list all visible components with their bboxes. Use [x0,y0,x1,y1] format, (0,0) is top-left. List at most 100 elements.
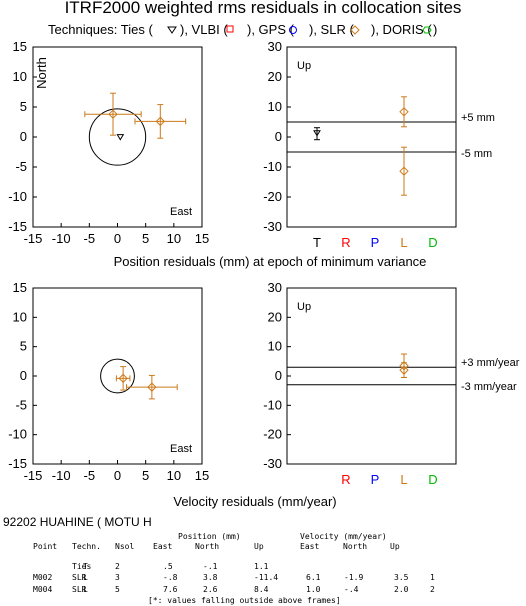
legend-ties-text: Techniques: Ties ( [48,22,153,37]
limit-label: -5 mm [461,148,492,160]
data-point-slr [399,107,409,117]
table-cell: M004 [33,585,52,594]
y-tick-label: 5 [20,339,27,354]
table-cell: 2 [430,585,435,594]
position-up-panel: -30 -20 -10 0 10 20 30 Up +5 mm -5 mm T R P L D [263,39,495,250]
y-tick-label: 5 [20,99,27,114]
table-cell: 1 [430,573,435,582]
table-cell: SLR [72,573,87,582]
x-tick-label: -5 [84,231,96,246]
x-tick-label: 0 [114,231,121,246]
y-tick-label: 15 [13,39,27,54]
doris-hexagon-icon [422,26,432,34]
tech-letter-r: R [341,235,350,250]
limit-label: -3 mm/year [461,381,517,393]
y-tick-label: 10 [13,69,27,84]
technique-legend: Techniques: Ties ( ), VLBI ( ), GPS ( ),… [48,22,437,37]
y-tick-label: -20 [263,427,282,442]
legend-end-text: ) [433,22,437,37]
table-cell: -1.9 [344,573,363,582]
plot-frame [286,287,457,465]
figure-title: ITRF2000 weighted rms residuals in collo… [65,0,462,17]
table-footnote: [*: values falling outside above frames] [148,596,341,605]
plot-frame [286,46,457,228]
tolerance-circle [88,108,147,166]
y-tick-label: 20 [268,69,282,84]
y-tick-label: -15 [8,456,27,471]
y-tick-label: -5 [15,159,27,174]
x-tick-label: 10 [167,468,181,483]
limit-label: +3 mm/year [461,357,520,369]
residuals-table: Position (mm) Velocity (mm/year) Point T… [33,532,435,605]
table-cell: L [83,585,88,594]
tech-letter-p: P [371,235,380,250]
table-cell: 2.6 [203,585,218,594]
y-tick-label: 0 [275,129,282,144]
y-tick-label: -30 [263,219,282,234]
tech-letter-d: D [428,235,437,250]
table-cell: 1.0 [306,585,321,594]
slr-diamond-icon [350,25,360,35]
x-tick-label: 15 [195,468,209,483]
header-vel-east: East [300,542,319,551]
y-tick-label: 0 [275,368,282,383]
velocity-axis-label: Velocity residuals (mm/year) [173,494,336,509]
table-cell: L [83,573,88,582]
plot-frame [32,46,203,228]
table-cell: 3.8 [203,573,218,582]
data-point-ties [116,134,125,141]
legend-vlbi-text: ), VLBI ( [180,22,228,37]
north-axis-label: North [34,57,49,89]
x-tick-label: 15 [195,231,209,246]
table-cell: T [83,562,88,571]
y-tick-label: 15 [13,280,27,295]
velocity-group-header: Velocity (mm/year) [300,532,387,541]
y-tick-label: 10 [268,99,282,114]
tech-letter-p: P [371,472,380,487]
y-tick-label: -5 [15,397,27,412]
x-tick-label: 5 [142,468,149,483]
tolerance-circle [100,358,135,394]
table-cell: -.4 [344,585,359,594]
tech-letter-r: R [341,472,350,487]
data-point-ties [313,130,321,137]
header-pos-north: North [195,542,219,551]
plot-frame [32,287,203,465]
y-tick-label: -10 [8,189,27,204]
legend-gps-text: ), GPS ( [247,22,295,37]
tech-letter-d: D [428,472,437,487]
table-cell: SLR [72,585,87,594]
position-group-header: Position (mm) [178,532,241,541]
y-tick-label: -30 [263,456,282,471]
table-cell: 2 [115,562,120,571]
y-tick-label: 20 [268,309,282,324]
y-tick-label: -10 [263,159,282,174]
y-tick-label: -10 [263,397,282,412]
table-cell: 5 [115,585,120,594]
legend-doris-text: ), DORIS ( [371,22,432,37]
x-tick-label: -5 [84,468,96,483]
header-vel-up: Up [390,542,400,551]
y-tick-label: -15 [8,219,27,234]
data-point-slr [399,365,409,375]
velocity-horizontal-panel: -15 -10 -5 0 5 10 15 -15 -10 -5 0 5 10 15 East [8,280,209,483]
y-tick-label: 0 [20,368,27,383]
data-point-slr [155,116,166,127]
tech-letter-l: L [400,235,407,250]
table-cell: -.1 [203,562,218,571]
x-tick-label: -15 [24,468,43,483]
table-cell: 1.1 [254,562,269,571]
up-label: Up [297,60,311,72]
table-cell: 7.6 [163,585,178,594]
data-point-slr [118,373,128,384]
limit-label: +5 mm [461,112,495,124]
y-tick-label: -10 [8,427,27,442]
header-pos-up: Up [254,542,264,551]
data-point-slr [147,382,157,392]
header-point: Point [33,542,57,551]
y-tick-label: -20 [263,189,282,204]
y-tick-label: 0 [20,129,27,144]
y-tick-label: 30 [268,39,282,54]
